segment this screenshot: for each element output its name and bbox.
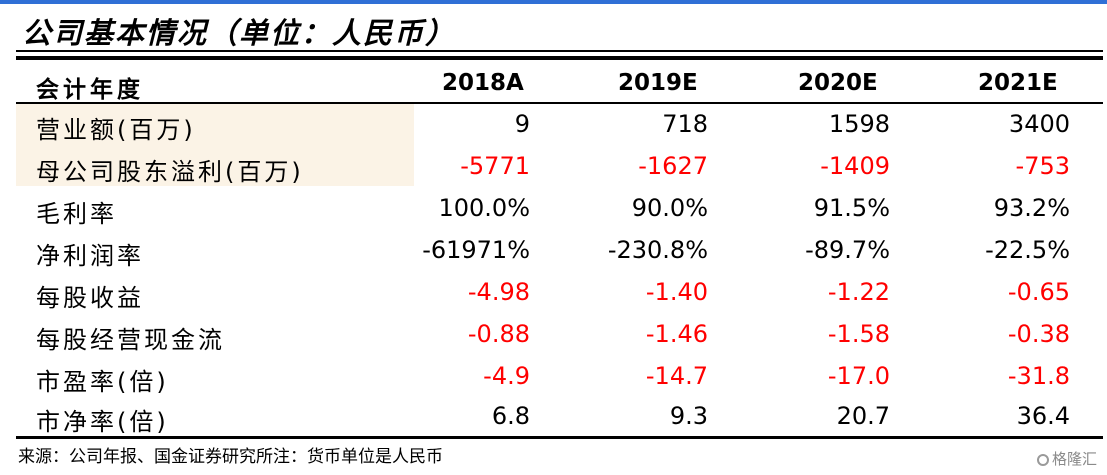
cell-value: -22.5% — [985, 236, 1070, 264]
header-year-2020: 2020E — [798, 70, 878, 96]
cell-value: 36.4 — [1016, 402, 1070, 430]
cell-value: 91.5% — [813, 194, 890, 222]
table-row: 每股收益 -4.98 -1.40 -1.22 -0.65 — [16, 272, 1103, 314]
cell-value: -14.7 — [645, 362, 708, 390]
page-title: 公司基本情况（单位：人民币） — [22, 16, 457, 50]
watermark-text: 格隆汇 — [1051, 450, 1097, 468]
highlighted-label-area — [16, 104, 414, 186]
source-note: 来源：公司年报、国金证券研究所注：货币单位是人民币 — [18, 447, 443, 467]
title-accent-bar — [0, 0, 1107, 4]
cell-value: -61971% — [422, 236, 530, 264]
header-year-2021: 2021E — [978, 70, 1058, 96]
watermark: 格隆汇 — [1036, 448, 1097, 469]
cell-value: -4.98 — [467, 278, 530, 306]
row-label: 营业额(百万) — [36, 116, 196, 144]
cell-value: 1598 — [828, 110, 890, 138]
cell-value: 93.2% — [993, 194, 1070, 222]
cell-value: -5771 — [460, 152, 530, 180]
cell-value: -1409 — [820, 152, 890, 180]
header-year-2018: 2018A — [442, 70, 524, 96]
title-bar: 公司基本情况（单位：人民币） — [0, 0, 1107, 52]
cell-value: -0.65 — [1007, 278, 1070, 306]
cell-value: -4.9 — [483, 362, 530, 390]
table-bottom-rule — [16, 436, 1103, 439]
row-label: 母公司股东溢利(百万) — [36, 158, 304, 186]
header-year-2019: 2019E — [618, 70, 698, 96]
cell-value: -1.22 — [827, 278, 890, 306]
row-label: 毛利率 — [36, 200, 117, 228]
cell-value: 3400 — [1008, 110, 1070, 138]
title-divider — [16, 50, 1103, 52]
table-row: 毛利率 100.0% 90.0% 91.5% 93.2% — [16, 188, 1103, 230]
cell-value: 20.7 — [836, 402, 890, 430]
cell-value: 100.0% — [438, 194, 530, 222]
cell-value: -0.88 — [467, 320, 530, 348]
gelonghui-logo-icon — [1036, 454, 1049, 466]
cell-value: -1627 — [638, 152, 708, 180]
row-label: 每股经营现金流 — [36, 326, 225, 354]
row-label: 市净率(倍) — [36, 408, 169, 436]
cell-value: -1.46 — [645, 320, 708, 348]
cell-value: 90.0% — [631, 194, 708, 222]
cell-value: 718 — [662, 110, 708, 138]
table-top-rule — [16, 56, 1103, 60]
table-row: 每股经营现金流 -0.88 -1.46 -1.58 -0.38 — [16, 314, 1103, 356]
cell-value: 9.3 — [669, 402, 708, 430]
cell-value: -1.40 — [645, 278, 708, 306]
table-row: 净利润率 -61971% -230.8% -89.7% -22.5% — [16, 230, 1103, 272]
header-divider — [16, 102, 1103, 104]
row-label: 净利润率 — [36, 242, 144, 270]
cell-value: -1.58 — [827, 320, 890, 348]
table-header-row: 会计年度 2018A 2019E 2020E 2021E — [16, 60, 1103, 106]
table-row: 母公司股东溢利(百万) -5771 -1627 -1409 -753 — [16, 146, 1103, 188]
cell-value: -31.8 — [1007, 362, 1070, 390]
cell-value: -0.38 — [1007, 320, 1070, 348]
header-label: 会计年度 — [36, 77, 144, 103]
cell-value: 9 — [514, 110, 530, 138]
cell-value: -17.0 — [827, 362, 890, 390]
cell-value: -89.7% — [805, 236, 890, 264]
table-row: 市净率(倍) 6.8 9.3 20.7 36.4 — [16, 396, 1103, 438]
cell-value: 6.8 — [491, 402, 530, 430]
table-row: 营业额(百万) 9 718 1598 3400 — [16, 104, 1103, 146]
row-label: 每股收益 — [36, 284, 144, 312]
cell-value: -230.8% — [607, 236, 708, 264]
row-label: 市盈率(倍) — [36, 368, 169, 396]
table-row: 市盈率(倍) -4.9 -14.7 -17.0 -31.8 — [16, 356, 1103, 398]
cell-value: -753 — [1015, 152, 1070, 180]
